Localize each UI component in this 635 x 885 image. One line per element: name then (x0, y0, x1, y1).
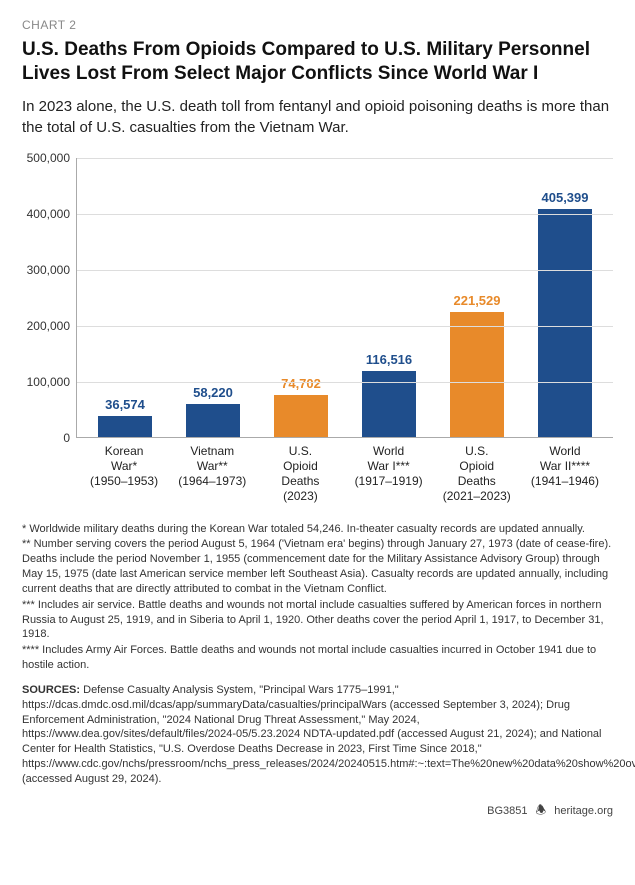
bars-container: 36,574 58,220 74,702 116,516 221,529 405,399 (77, 158, 613, 437)
bar-group: 36,574 (81, 158, 169, 437)
chart-subtitle: In 2023 alone, the U.S. death toll from … (22, 96, 613, 138)
footer-site: heritage.org (554, 805, 613, 817)
chart-title: U.S. Deaths From Opioids Compared to U.S… (22, 38, 613, 86)
gridline (77, 158, 613, 159)
gridline (77, 326, 613, 327)
bar-group: 116,516 (345, 158, 433, 437)
bar-value-label: 116,516 (366, 352, 412, 367)
chart-area: 0100,000200,000300,000400,000500,000 36,… (22, 158, 613, 504)
y-tick-label: 200,000 (27, 319, 70, 333)
x-tick-label: WorldWar II****(1941–1946) (521, 444, 609, 504)
footer-id: BG3851 (487, 805, 527, 817)
footnote-line: *** Includes air service. Battle deaths … (22, 598, 613, 643)
bar-value-label: 74,702 (281, 376, 321, 391)
y-tick-label: 300,000 (27, 263, 70, 277)
bar-group: 58,220 (169, 158, 257, 437)
bar-group: 74,702 (257, 158, 345, 437)
bar (538, 209, 593, 436)
x-tick-label: WorldWar I***(1917–1919) (345, 444, 433, 504)
x-tick-label: VietnamWar**(1964–1973) (168, 444, 256, 504)
footnote-line: * Worldwide military deaths during the K… (22, 522, 613, 537)
x-axis-labels: KoreanWar*(1950–1953)VietnamWar**(1964–1… (76, 438, 613, 504)
bar (450, 312, 505, 436)
bar (274, 395, 329, 437)
y-tick-label: 500,000 (27, 151, 70, 165)
bar-value-label: 58,220 (193, 385, 233, 400)
bar-group: 405,399 (521, 158, 609, 437)
bar-group: 221,529 (433, 158, 521, 437)
bar (186, 404, 241, 437)
x-tick-label: U.S.OpioidDeaths(2023) (256, 444, 344, 504)
gridline (77, 270, 613, 271)
plot-region: 36,574 58,220 74,702 116,516 221,529 405,399 (76, 158, 613, 438)
gridline (77, 382, 613, 383)
sources-text: Defense Casualty Analysis System, "Princ… (22, 684, 635, 785)
bell-icon: 🕭 (536, 801, 547, 822)
y-axis-labels: 0100,000200,000300,000400,000500,000 (22, 158, 76, 438)
x-tick-label: KoreanWar*(1950–1953) (80, 444, 168, 504)
footnote-line: ** Number serving covers the period Augu… (22, 537, 613, 596)
bar-value-label: 36,574 (105, 397, 145, 412)
footnotes: * Worldwide military deaths during the K… (22, 522, 613, 673)
footnote-line: **** Includes Army Air Forces. Battle de… (22, 643, 613, 673)
sources-label: SOURCES: (22, 684, 80, 696)
footer: BG3851 🕭 heritage.org (22, 801, 613, 822)
bar-value-label: 405,399 (542, 190, 589, 205)
x-tick-label: U.S.OpioidDeaths(2021–2023) (433, 444, 521, 504)
y-tick-label: 400,000 (27, 207, 70, 221)
y-tick-label: 100,000 (27, 375, 70, 389)
gridline (77, 214, 613, 215)
sources: SOURCES: Defense Casualty Analysis Syste… (22, 683, 613, 787)
bar-value-label: 221,529 (454, 293, 501, 308)
y-tick-label: 0 (63, 431, 70, 445)
bar (98, 416, 153, 436)
chart-number-label: CHART 2 (22, 18, 613, 32)
